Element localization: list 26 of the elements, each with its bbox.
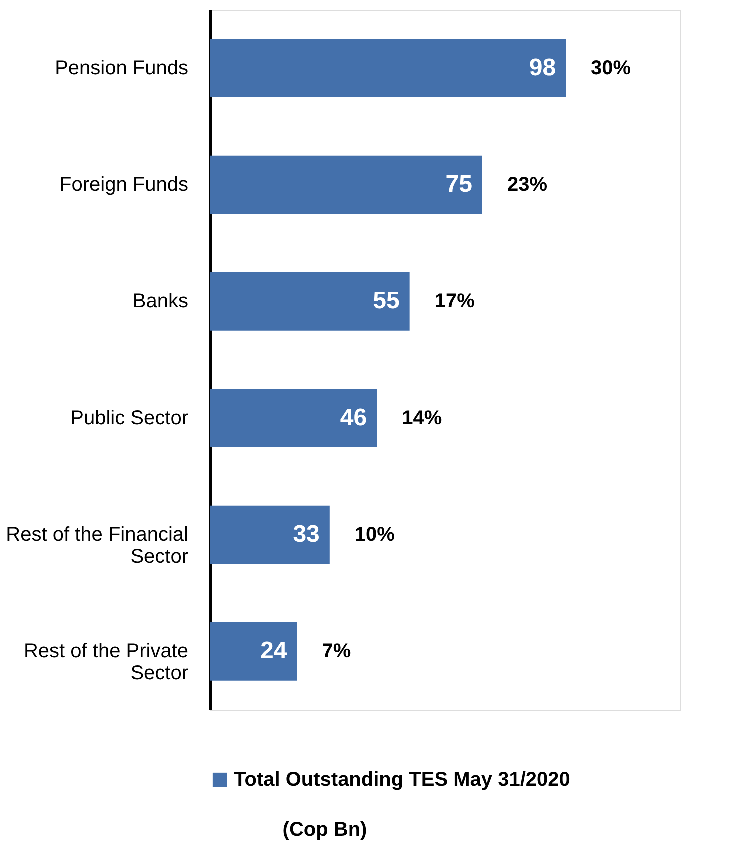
annotation: 23% <box>507 174 548 196</box>
data-label: 46 <box>340 404 368 432</box>
data-label: 33 <box>293 521 320 548</box>
data-label: 98 <box>529 54 556 82</box>
annotation: 10% <box>354 524 396 546</box>
text: (Cop Bn) <box>282 819 368 841</box>
data-label: 24 <box>260 638 288 665</box>
y-tick-label: Rest of the Private Sector <box>24 640 189 685</box>
bar <box>210 506 330 564</box>
annotation: 14% <box>402 407 442 430</box>
bar <box>210 622 298 681</box>
annotation: 7% <box>322 640 352 663</box>
text: 30% <box>591 57 632 80</box>
legend-label: Total Outstanding TES May 31/2020 <box>234 769 570 791</box>
y-tick-label: Foreign Funds <box>60 174 188 196</box>
annotation: 17% <box>434 290 476 313</box>
y-tick-label: Rest of the Financial Sector <box>6 524 189 568</box>
y-tick-label: Banks <box>132 290 188 313</box>
bar <box>210 39 566 98</box>
bar <box>210 389 378 448</box>
bar <box>210 272 410 331</box>
bar <box>210 156 482 214</box>
data-label: 75 <box>446 171 472 198</box>
y-tick-label: Public Sector <box>70 407 189 430</box>
data-label: 55 <box>373 288 400 315</box>
y-tick-label: Pension Funds <box>55 57 188 80</box>
